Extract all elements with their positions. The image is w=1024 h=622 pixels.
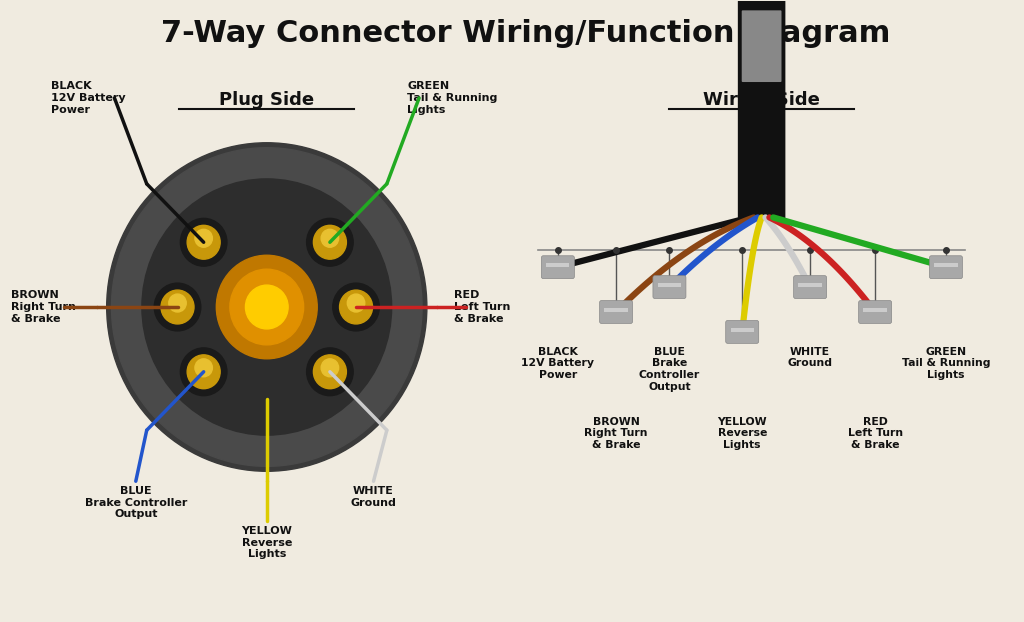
Text: YELLOW
Reverse
Lights: YELLOW Reverse Lights	[718, 417, 767, 450]
Bar	[546, 263, 569, 267]
Circle shape	[322, 230, 339, 247]
FancyBboxPatch shape	[794, 276, 826, 299]
Circle shape	[180, 348, 227, 396]
Circle shape	[112, 147, 422, 466]
Bar	[799, 283, 822, 287]
FancyBboxPatch shape	[726, 320, 759, 343]
FancyBboxPatch shape	[930, 256, 963, 279]
FancyBboxPatch shape	[859, 300, 892, 323]
Text: RED
Left Turn
& Brake: RED Left Turn & Brake	[848, 417, 903, 450]
Bar	[657, 283, 681, 287]
Text: Plug Side: Plug Side	[219, 91, 314, 109]
FancyBboxPatch shape	[738, 0, 785, 220]
Text: BROWN
Right Turn
& Brake: BROWN Right Turn & Brake	[585, 417, 648, 450]
Text: BROWN
Right Turn
& Brake: BROWN Right Turn & Brake	[11, 290, 76, 323]
Text: YELLOW
Reverse
Lights: YELLOW Reverse Lights	[242, 526, 292, 559]
Circle shape	[313, 355, 346, 389]
Circle shape	[195, 230, 212, 247]
Text: GREEN
Tail & Running
Lights: GREEN Tail & Running Lights	[408, 81, 498, 114]
Circle shape	[340, 290, 373, 324]
Text: BLUE
Brake
Controller
Output: BLUE Brake Controller Output	[639, 347, 700, 392]
Text: BLACK
12V Battery
Power: BLACK 12V Battery Power	[521, 347, 594, 380]
Text: RED
Left Turn
& Brake: RED Left Turn & Brake	[454, 290, 510, 323]
Circle shape	[106, 143, 427, 471]
Circle shape	[195, 359, 212, 377]
Circle shape	[169, 294, 186, 312]
Circle shape	[306, 348, 353, 396]
Circle shape	[161, 290, 194, 324]
Text: GREEN
Tail & Running
Lights: GREEN Tail & Running Lights	[902, 347, 990, 380]
Circle shape	[180, 218, 227, 266]
Circle shape	[306, 218, 353, 266]
Text: BLACK
12V Battery
Power: BLACK 12V Battery Power	[51, 81, 126, 114]
Text: WHITE
Ground: WHITE Ground	[350, 486, 396, 508]
FancyBboxPatch shape	[653, 276, 686, 299]
FancyBboxPatch shape	[542, 256, 574, 279]
Text: WHITE
Ground: WHITE Ground	[787, 347, 833, 368]
FancyBboxPatch shape	[600, 300, 633, 323]
Text: Wiring Side: Wiring Side	[703, 91, 820, 109]
Circle shape	[333, 283, 379, 331]
Bar	[730, 328, 754, 332]
Bar	[934, 263, 957, 267]
Circle shape	[347, 294, 365, 312]
Circle shape	[246, 285, 288, 329]
Circle shape	[313, 225, 346, 259]
Circle shape	[187, 355, 220, 389]
FancyBboxPatch shape	[741, 11, 781, 82]
Circle shape	[155, 283, 201, 331]
Circle shape	[322, 359, 339, 377]
Circle shape	[187, 225, 220, 259]
Text: BLUE
Brake Controller
Output: BLUE Brake Controller Output	[85, 486, 187, 519]
Bar	[604, 308, 628, 312]
Circle shape	[230, 269, 304, 345]
Bar	[863, 308, 887, 312]
Circle shape	[142, 179, 391, 435]
Text: 7-Way Connector Wiring/Function Diagram: 7-Way Connector Wiring/Function Diagram	[161, 19, 891, 49]
Circle shape	[216, 255, 317, 359]
